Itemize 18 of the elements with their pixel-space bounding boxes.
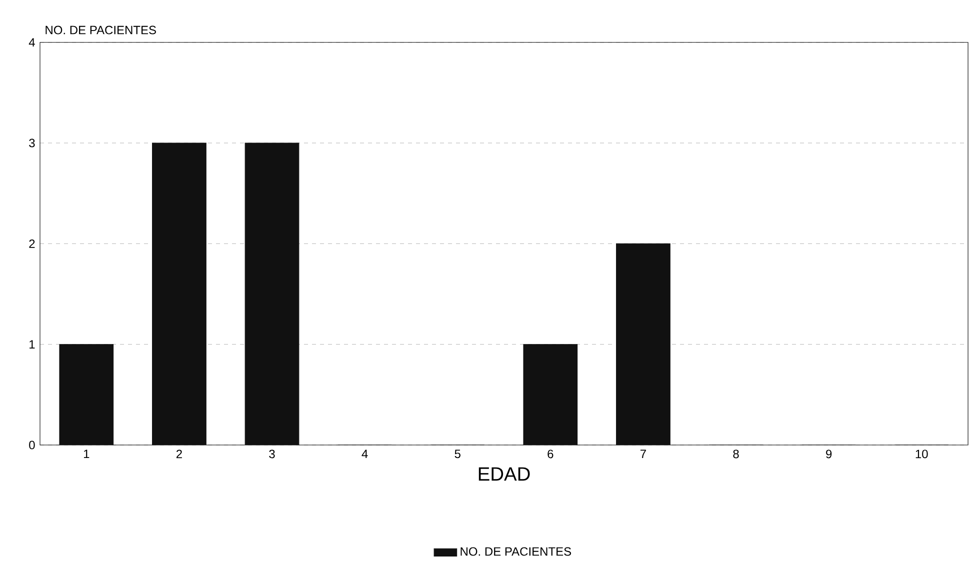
x-tick-label: 1 (84, 450, 90, 458)
y-tick-label: 4 (28, 38, 35, 46)
y-tick-label: 3 (29, 138, 35, 148)
y-tick-label: 0 (29, 440, 35, 450)
legend-label: NO. DE PACIENTES (460, 547, 572, 556)
y-axis-title: NO. DE PACIENTES (46, 26, 156, 34)
x-tick-label: 10 (916, 450, 928, 458)
x-tick-label: 2 (176, 450, 182, 458)
x-tick-label: 6 (548, 450, 554, 458)
y-tick-label: 1 (30, 340, 35, 348)
y-tick-label: 2 (29, 239, 35, 248)
x-tick-label: 3 (269, 450, 275, 458)
x-tick-label: 9 (826, 450, 832, 458)
x-tick-label: 4 (362, 450, 368, 458)
x-tick-label: 7 (640, 450, 646, 458)
x-tick-label: 5 (454, 450, 460, 458)
x-axis-title: EDAD (478, 467, 530, 481)
x-tick-label: 8 (733, 450, 739, 458)
